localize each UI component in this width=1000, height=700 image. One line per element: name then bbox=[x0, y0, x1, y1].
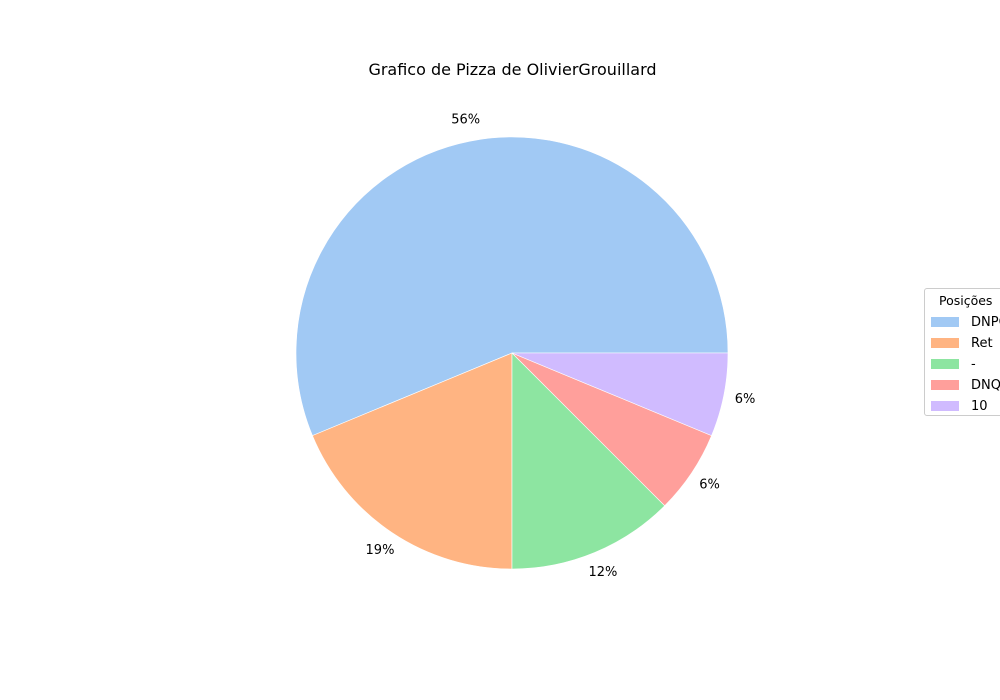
pct-label-4: 6% bbox=[735, 392, 756, 407]
legend-label-0: DNPQ bbox=[971, 314, 1000, 330]
pct-label-3: 6% bbox=[699, 478, 720, 493]
legend-swatch-2 bbox=[931, 359, 959, 369]
legend-swatch-0 bbox=[931, 317, 959, 327]
legend-label-2: - bbox=[971, 356, 976, 372]
legend-item-2: - bbox=[931, 355, 976, 373]
legend-swatch-3 bbox=[931, 380, 959, 390]
legend-item-0: DNPQ bbox=[931, 313, 1000, 331]
legend-item-3: DNQ bbox=[931, 376, 1000, 394]
pie-slice-4 bbox=[511, 352, 729, 437]
legend-title: Posições bbox=[939, 293, 993, 308]
pie-slice-2 bbox=[511, 352, 666, 570]
pct-label-2: 12% bbox=[588, 565, 617, 580]
legend-label-1: Ret bbox=[971, 335, 993, 351]
legend-item-1: Ret bbox=[931, 334, 993, 352]
legend-item-4: 10 bbox=[931, 397, 988, 415]
pie-slice-1 bbox=[312, 352, 513, 570]
legend: Posições DNPQ Ret - DNQ 10 bbox=[924, 288, 1000, 416]
pct-label-0: 56% bbox=[451, 112, 480, 127]
legend-label-4: 10 bbox=[971, 398, 988, 414]
legend-swatch-4 bbox=[931, 401, 959, 411]
pct-label-1: 19% bbox=[366, 543, 395, 558]
legend-swatch-1 bbox=[931, 338, 959, 348]
legend-label-3: DNQ bbox=[971, 377, 1000, 393]
chart-title: Grafico de Pizza de OlivierGrouillard bbox=[368, 60, 657, 79]
pie-slice-0 bbox=[295, 136, 729, 437]
